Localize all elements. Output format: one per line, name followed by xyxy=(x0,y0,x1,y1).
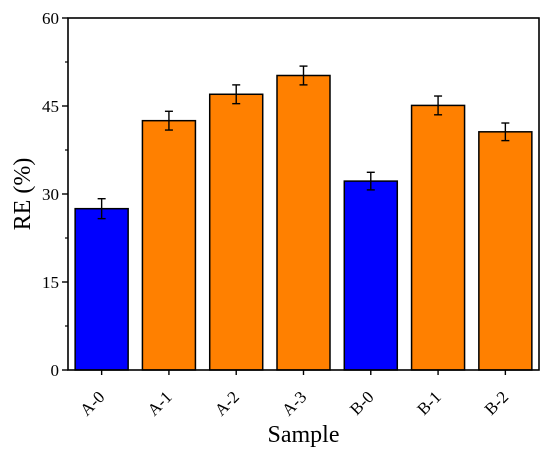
error-bar-A-1 xyxy=(164,110,173,131)
error-bar-A-2 xyxy=(232,84,241,105)
x-tick-label-A-0: A-0 xyxy=(76,387,108,419)
error-bar-B-0 xyxy=(366,171,375,191)
x-tick-label-A-2: A-2 xyxy=(211,387,243,419)
x-tick-label-B-2: B-2 xyxy=(481,387,512,418)
bar-A-0 xyxy=(74,207,129,371)
error-bar-A-0 xyxy=(97,197,106,220)
error-bars-layer xyxy=(97,65,510,220)
y-tick-label-45: 45 xyxy=(42,97,59,116)
x-tick-label-B-1: B-1 xyxy=(413,387,444,418)
y-tick-label-0: 0 xyxy=(51,361,60,380)
y-tick-label-15: 15 xyxy=(42,273,59,292)
y-tick-label-60: 60 xyxy=(42,9,59,28)
bar-B-2 xyxy=(478,131,533,371)
x-axis-title: Sample xyxy=(268,422,340,448)
x-tick-label-B-0: B-0 xyxy=(346,387,377,418)
y-axis-ticks: 0 15 30 45 60 xyxy=(42,9,68,380)
x-tick-label-A-3: A-3 xyxy=(278,387,310,419)
bar-A-1 xyxy=(141,119,197,371)
bar-B-0 xyxy=(343,180,399,371)
error-bar-A-3 xyxy=(299,65,308,86)
bar-B-1 xyxy=(410,104,466,371)
bar-A-3 xyxy=(276,74,331,371)
x-axis-ticks: A-0 A-1 A-2 A-3 B-0 B-1 B-2 xyxy=(76,370,512,420)
bars-layer xyxy=(74,74,533,371)
error-bar-B-2 xyxy=(501,122,510,142)
bar-A-2 xyxy=(208,93,264,371)
x-tick-label-A-1: A-1 xyxy=(144,387,176,419)
y-axis-title: RE (%) xyxy=(10,158,36,231)
error-bar-B-1 xyxy=(434,95,443,116)
y-tick-label-30: 30 xyxy=(42,185,59,204)
